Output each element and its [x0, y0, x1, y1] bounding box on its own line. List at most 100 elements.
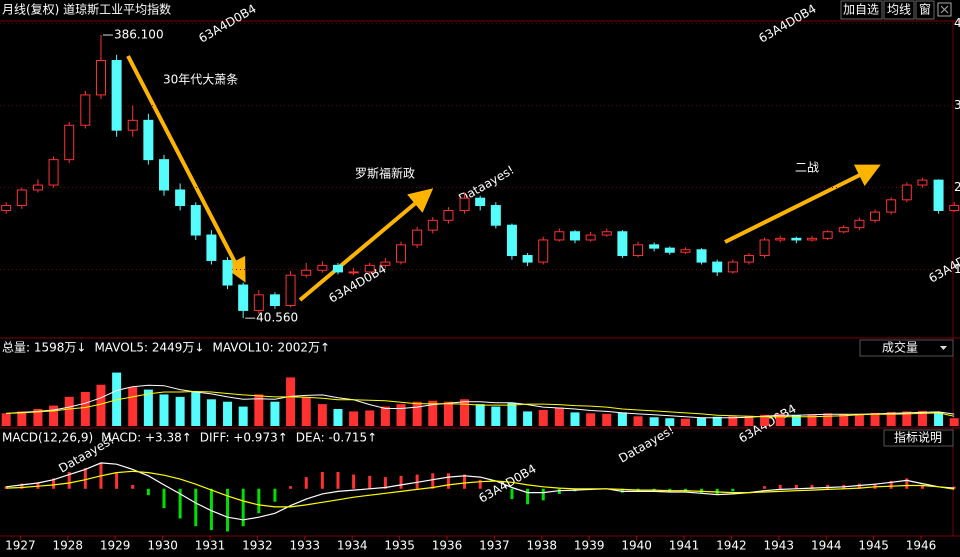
candle-body [348, 271, 359, 274]
button[interactable]: 加自选 [843, 3, 879, 17]
x-tick-label: 1937 [479, 539, 510, 553]
candle-body [16, 189, 27, 207]
annotation: 二战 [795, 161, 819, 175]
x-tick-label: 1942 [716, 539, 747, 553]
volume-bar [365, 410, 375, 426]
x-tick-label: 1931 [195, 539, 226, 553]
candle-body [95, 60, 106, 96]
candle-body [807, 237, 818, 241]
volume-bar [523, 411, 533, 426]
volume-bar [602, 413, 612, 426]
candle-body [522, 255, 533, 263]
dropdown-icon [940, 346, 947, 350]
volume-bar [823, 413, 833, 426]
panel-borders [0, 20, 960, 537]
volume-bar [649, 417, 659, 426]
help-label[interactable]: 指标说明 [894, 430, 942, 445]
indicator-selector[interactable] [859, 339, 954, 357]
candle-body [301, 269, 312, 276]
volume-bar [554, 407, 564, 426]
candle-body [64, 124, 75, 161]
candle-body [933, 179, 944, 211]
candle-body [111, 60, 122, 131]
close-icon[interactable] [937, 2, 952, 17]
x-tick-label: 1939 [574, 539, 605, 553]
candle-body [1, 205, 12, 211]
help-button[interactable] [883, 429, 954, 447]
candle-body [696, 249, 707, 263]
volume-bar [1, 413, 11, 426]
x-tick-label: 1932 [242, 539, 273, 553]
x-tick-label: 1933 [290, 539, 321, 553]
volume-bar [680, 418, 690, 426]
candle-body [854, 219, 865, 229]
volume-bar [475, 404, 485, 426]
candle-body [601, 231, 612, 236]
volume-bar [460, 399, 470, 426]
candle-body [80, 94, 91, 126]
arrow [724, 164, 881, 244]
volume-bar [238, 406, 248, 426]
x-tick-label: 1943 [764, 539, 795, 553]
candle-body [664, 247, 675, 253]
readout: DEA: -0.715↑ [296, 431, 377, 445]
volume-bar [633, 416, 643, 426]
candle-body [917, 179, 928, 186]
readout: MAVOL5: 2449万↓ [94, 341, 204, 355]
volume-bar [317, 404, 327, 426]
x-tick-label: 1935 [384, 539, 415, 553]
volume-bar [80, 392, 90, 426]
readout: DIFF: +0.973↑ [200, 431, 288, 445]
x-tick-label: 1945 [858, 539, 889, 553]
volume-bar [223, 401, 233, 426]
volume-bar [396, 404, 406, 426]
candle-body [727, 261, 738, 273]
candle-body [285, 274, 296, 307]
button[interactable]: 窗 [919, 3, 931, 17]
button-frame[interactable] [840, 0, 883, 20]
button-frame[interactable] [883, 0, 915, 20]
arrow [298, 188, 434, 302]
x-tick-label: 1929 [100, 539, 131, 553]
candle-body [396, 244, 407, 263]
button[interactable]: 均线 [887, 3, 911, 17]
volume-bar [870, 412, 880, 426]
candle-body [175, 189, 186, 207]
volume-bar [96, 384, 106, 426]
volume-bar [791, 415, 801, 426]
volume-bar [443, 401, 453, 426]
candle-body [886, 199, 897, 213]
selector-label[interactable]: 成交量 [882, 340, 918, 355]
volume-bar [491, 406, 501, 426]
volume-bar [175, 396, 185, 426]
candle-body [222, 259, 233, 286]
volume-bar [760, 414, 770, 426]
candle-body [901, 184, 912, 201]
y-tick-label: 400 [954, 16, 960, 30]
volume-bar [206, 399, 216, 426]
volume-bar [286, 377, 296, 426]
candle-body [743, 255, 754, 263]
volume-bar [412, 401, 422, 426]
volume-bar [586, 413, 596, 426]
volume-bar [617, 412, 627, 426]
volume-bar [191, 392, 201, 426]
x-tick-label: 1927 [5, 539, 36, 553]
button-frame[interactable] [915, 0, 935, 20]
candle-body [759, 239, 770, 257]
candle-body [364, 264, 375, 273]
macd-line [6, 470, 955, 508]
extreme-label: 40.560 [256, 311, 298, 325]
volume-bar [17, 411, 27, 426]
candle-body [870, 211, 881, 221]
volume-bar [428, 400, 438, 426]
candle-body [633, 244, 644, 257]
volume-ma-line [6, 390, 955, 418]
candle-body [838, 227, 849, 233]
toolbar: 加自选 均线 窗 [840, 0, 952, 20]
volume-bar [917, 410, 927, 426]
readout: MACD: +3.38↑ [101, 431, 192, 445]
volume-bar [33, 409, 43, 426]
candle-body [949, 205, 960, 211]
